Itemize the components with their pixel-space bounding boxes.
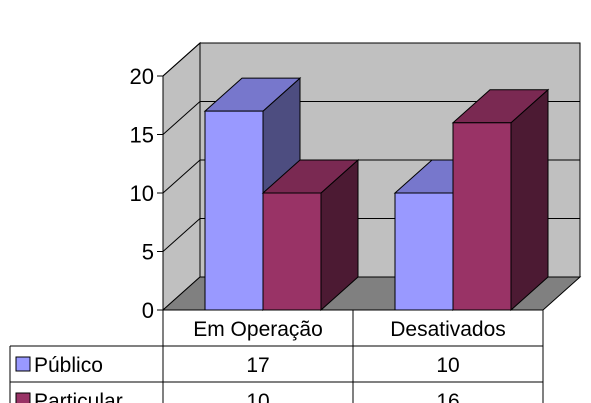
bar-particular-0: [261, 158, 360, 312]
gridline: [162, 101, 580, 135]
y-tick-label: 20: [130, 64, 154, 89]
data-label: 17: [246, 354, 269, 377]
x-category-label: Em Operação: [193, 318, 323, 341]
bars: [203, 76, 550, 312]
bar-front: [394, 192, 454, 311]
legend-swatch: [15, 356, 31, 372]
bar-front: [262, 192, 322, 311]
legend-swatch: [15, 392, 31, 403]
data-label: 16: [436, 390, 459, 403]
bar-side: [510, 88, 549, 312]
y-axis: 0 5 10 15 20: [130, 64, 164, 323]
bar-front: [452, 122, 512, 311]
bar-particular-1: [451, 88, 550, 312]
data-label: 10: [436, 354, 459, 377]
data-label: 10: [246, 390, 269, 403]
y-tick-label: 0: [142, 298, 154, 323]
data-table: Em Operação Desativados Público 17 10 Particu…: [9, 309, 544, 403]
y-tick-label: 15: [130, 123, 154, 148]
legend-label: Público: [34, 354, 103, 377]
y-tick-label: 10: [130, 181, 154, 206]
bar-front: [204, 110, 264, 311]
legend-label: Particular: [34, 390, 123, 403]
y-tick-label: 5: [142, 240, 154, 265]
x-category-label: Desativados: [390, 318, 506, 341]
gridline: [162, 42, 580, 77]
